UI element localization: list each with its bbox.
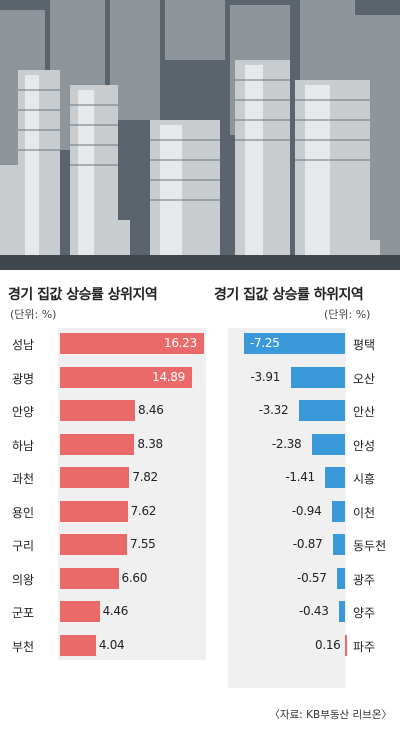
top-region-value: 14.89 <box>152 369 185 384</box>
top-region-row: 부천 4.04 <box>0 634 210 658</box>
bottom-regions-title: 경기 집값 상승률 하위지역 <box>214 287 364 303</box>
bottom-regions-unit: (단위: %) <box>324 308 371 321</box>
bottom-regions-rows: -7.25 평택 -3.91 오산 -3.32 안산 -2.38 안성 -1.41 시흥 -0.94… <box>210 332 400 692</box>
top-regions-panel: 경기 집값 상승률 상위지역 (단위: %) 성남 16.23 광명 14.89 안양 8… <box>0 270 210 730</box>
top-region-bar <box>60 534 127 555</box>
top-region-row: 과천 7.82 <box>0 466 210 490</box>
bottom-region-value: -0.87 <box>292 537 323 551</box>
bottom-region-label: 안산 <box>353 405 376 419</box>
bottom-region-label: 시흥 <box>353 472 376 486</box>
bottom-region-bar <box>331 500 345 522</box>
bottom-region-value: -0.43 <box>299 604 329 618</box>
top-region-row: 용인 7.62 <box>0 500 210 524</box>
top-region-label: 과천 <box>12 472 35 486</box>
top-region-row: 안양 8.46 <box>0 399 210 423</box>
top-region-bar <box>60 634 96 656</box>
bottom-region-bar <box>332 534 345 555</box>
top-region-value: 6.60 <box>121 570 148 585</box>
bottom-region-label: 안성 <box>353 438 376 453</box>
bottom-region-row: -0.57 광주 <box>210 567 400 591</box>
top-region-bar <box>60 467 130 488</box>
bottom-regions-panel: 경기 집값 상승률 하위지역 (단위: %) -7.25 평택 -3.91 오산 -3.… <box>210 270 400 730</box>
bottom-region-value: -7.25 <box>250 336 280 350</box>
bottom-region-value: -0.57 <box>297 570 327 585</box>
top-region-label: 광명 <box>12 371 35 386</box>
bottom-region-row: -0.87 동두천 <box>210 533 400 557</box>
top-region-value: 7.55 <box>129 537 156 551</box>
top-region-label: 하남 <box>12 438 35 453</box>
bottom-region-value: -0.94 <box>291 503 322 518</box>
bottom-region-row: -0.94 이천 <box>210 500 400 524</box>
bottom-region-bar <box>345 634 348 656</box>
top-region-label: 부천 <box>12 639 35 654</box>
top-region-value: 8.46 <box>138 403 164 417</box>
top-region-bar <box>60 567 119 589</box>
bottom-region-bar <box>298 400 345 421</box>
top-region-value: 7.62 <box>130 503 157 518</box>
top-region-row: 하남 8.38 <box>0 433 210 457</box>
top-region-bar <box>60 601 100 622</box>
bottom-region-value: -3.91 <box>250 369 281 384</box>
top-regions-title: 경기 집값 상승률 상위지역 <box>8 287 158 303</box>
top-region-label: 의왕 <box>12 572 35 587</box>
bottom-regions-bar-background <box>228 328 346 688</box>
top-region-row: 군포 4.46 <box>0 600 210 624</box>
bottom-region-bar <box>339 601 345 622</box>
bottom-region-bar <box>290 366 345 388</box>
bottom-region-bar <box>244 333 345 354</box>
top-region-row: 광명 14.89 <box>0 366 210 390</box>
bottom-region-label: 동두천 <box>353 539 387 553</box>
bottom-region-label: 이천 <box>353 505 376 520</box>
bottom-region-row: 0.16 파주 <box>210 634 400 658</box>
bottom-region-row: -3.32 안산 <box>210 399 400 423</box>
bottom-region-bar <box>337 567 345 589</box>
bottom-region-label: 오산 <box>353 371 376 386</box>
top-region-label: 성남 <box>12 338 35 352</box>
bottom-region-bar <box>311 433 345 455</box>
bottom-region-label: 평택 <box>353 338 376 352</box>
top-regions-rows: 성남 16.23 광명 14.89 안양 8.46 하남 8.38 과천 7.82 용인 7.62 구리… <box>0 332 210 662</box>
bottom-region-row: -1.41 시흥 <box>210 466 400 490</box>
top-region-row: 구리 7.55 <box>0 533 210 557</box>
bottom-region-row: -3.91 오산 <box>210 366 400 390</box>
bottom-region-value: 0.16 <box>315 637 341 652</box>
bottom-region-row: -0.43 양주 <box>210 600 400 624</box>
top-region-label: 구리 <box>12 539 35 553</box>
top-region-label: 군포 <box>12 606 35 620</box>
bottom-region-value: -1.41 <box>285 470 315 484</box>
bottom-region-value: -3.32 <box>258 403 289 417</box>
apartment-complex-photo <box>0 0 400 270</box>
top-region-label: 용인 <box>12 505 35 520</box>
top-region-row: 의왕 6.60 <box>0 567 210 591</box>
bottom-region-bar <box>325 467 345 488</box>
top-region-row: 성남 16.23 <box>0 332 210 356</box>
bottom-region-row: -2.38 안성 <box>210 433 400 457</box>
bottom-region-label: 광주 <box>353 572 376 587</box>
apartment-buildings-illustration <box>0 0 400 270</box>
top-region-label: 안양 <box>12 405 35 419</box>
bottom-region-row: -7.25 평택 <box>210 332 400 356</box>
top-region-value: 7.82 <box>132 470 158 484</box>
top-region-bar <box>60 400 136 421</box>
top-region-bar <box>60 500 128 522</box>
top-region-value: 4.46 <box>102 604 129 618</box>
top-region-bar <box>60 366 193 388</box>
top-region-value: 16.23 <box>164 336 197 350</box>
bottom-region-value: -2.38 <box>271 436 302 451</box>
bottom-region-label: 양주 <box>353 606 376 620</box>
top-region-value: 8.38 <box>137 436 163 451</box>
bottom-region-label: 파주 <box>353 639 376 654</box>
top-region-bar <box>60 433 135 455</box>
top-region-bar <box>60 333 204 354</box>
top-region-value: 4.04 <box>98 637 125 652</box>
top-regions-unit: (단위: %) <box>10 308 57 321</box>
source-note: 〈자료: KB부동산 리브온〉 <box>269 709 392 721</box>
chart-area: 경기 집값 상승률 상위지역 (단위: %) 성남 16.23 광명 14.89 안양 8… <box>0 270 400 730</box>
